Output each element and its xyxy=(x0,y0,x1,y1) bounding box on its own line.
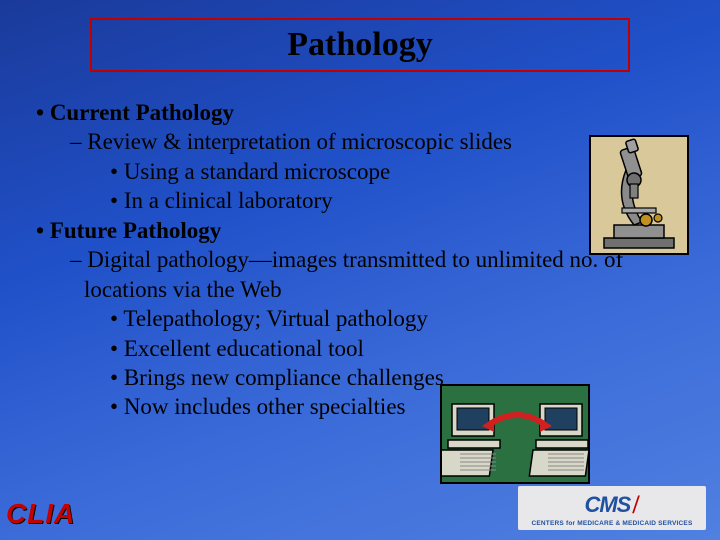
bullet-item: Now includes other specialties xyxy=(110,392,684,421)
bullet-item: Telepathology; Virtual pathology xyxy=(110,304,684,333)
cms-logo-subtext: CENTERS for MEDICARE & MEDICAID SERVICES xyxy=(531,520,692,527)
cms-swoosh-icon: / xyxy=(632,490,639,520)
cms-logo-text: CMS xyxy=(584,492,630,518)
title-container: Pathology xyxy=(90,18,630,72)
bullet-item: Brings new compliance challenges xyxy=(110,363,684,392)
microscope-icon xyxy=(584,130,694,260)
network-computers-icon xyxy=(442,386,592,486)
bullet-item: Current Pathology xyxy=(36,98,684,127)
clia-label: CLIA xyxy=(6,498,75,530)
computers-clipart xyxy=(440,384,590,484)
microscope-clipart xyxy=(584,130,694,260)
cms-logo: CMS / CENTERS for MEDICARE & MEDICAID SE… xyxy=(518,486,706,530)
bullet-item: Excellent educational tool xyxy=(110,334,684,363)
slide-title: Pathology xyxy=(287,26,432,64)
